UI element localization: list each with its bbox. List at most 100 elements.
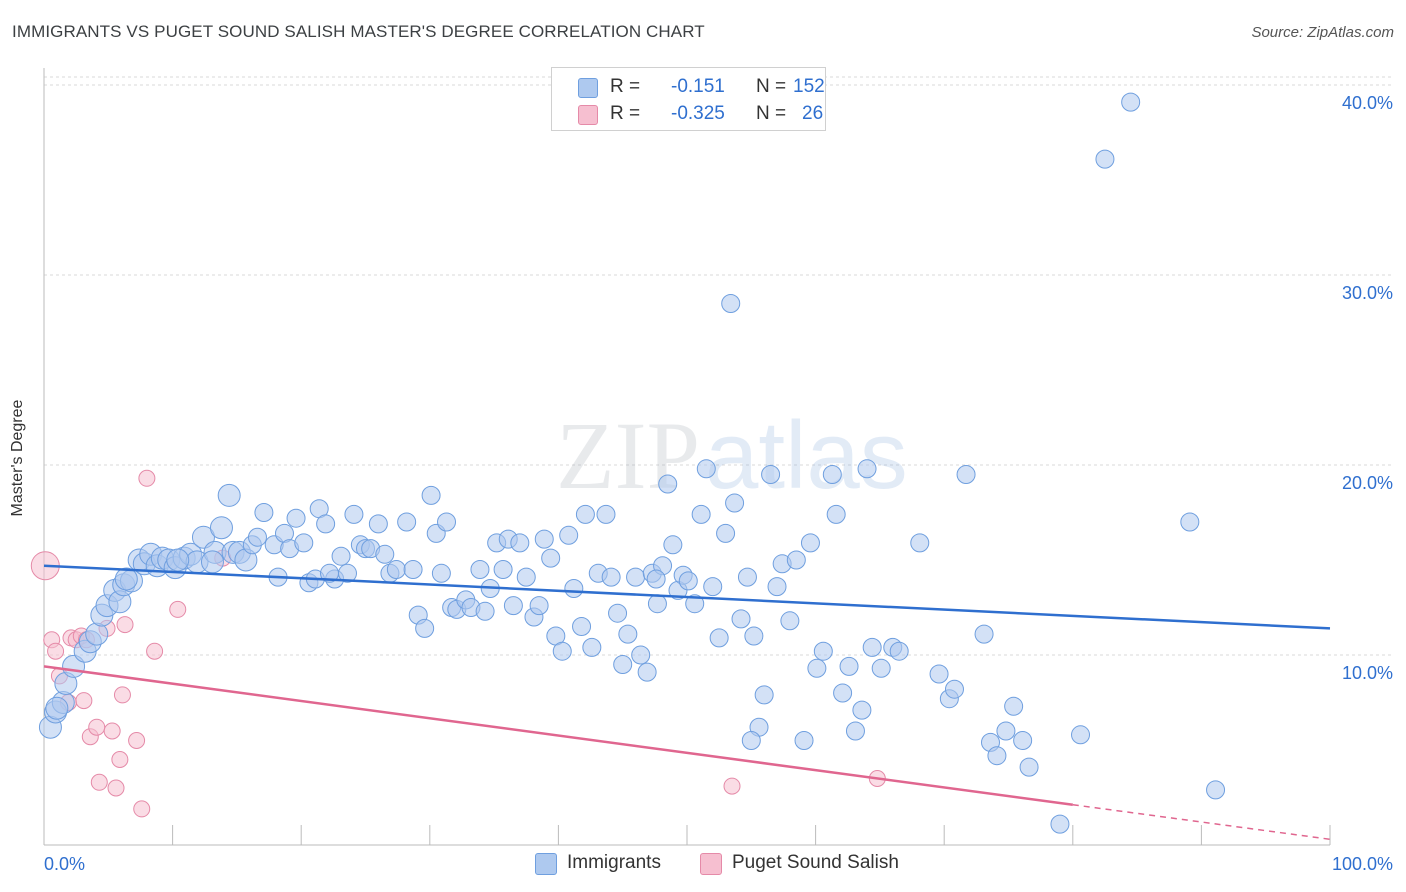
immigrants-point [987, 746, 1007, 766]
immigrants-point [637, 662, 657, 682]
immigrants-point [431, 563, 451, 583]
immigrants-point [601, 567, 621, 587]
immigrants-point [294, 533, 314, 553]
immigrants-point [800, 533, 820, 553]
correlation-legend: R = -0.151 N = 152 R = -0.325 N = 26 [551, 67, 826, 131]
immigrants-point [529, 596, 549, 616]
immigrants-point [45, 696, 69, 720]
r-value: -0.325 [671, 103, 725, 124]
y-tick-label: 40.0% [1342, 93, 1393, 113]
immigrants-point [889, 641, 909, 661]
immigrants-point [691, 504, 711, 524]
immigrants-point [1004, 696, 1024, 716]
legend-label-salish: Puget Sound Salish [732, 852, 899, 873]
immigrants-point [503, 596, 523, 616]
immigrants-point [286, 508, 306, 528]
salish-point [128, 732, 146, 749]
immigrants-point [1013, 731, 1033, 750]
y-tick-label: 30.0% [1342, 283, 1393, 303]
immigrants-point [209, 516, 233, 540]
immigrants-point [741, 731, 761, 750]
salish-point [113, 686, 131, 704]
immigrants-point [826, 504, 846, 524]
immigrants-point [716, 523, 736, 543]
salish-point [133, 800, 151, 818]
salish-point [138, 469, 156, 487]
immigrants-point [331, 546, 351, 566]
immigrants-point [200, 550, 224, 574]
immigrants-point [845, 721, 865, 741]
immigrants-point [857, 459, 877, 479]
watermark-atlas: atlas [705, 402, 908, 509]
immigrants-point [1071, 725, 1091, 745]
immigrants-point [685, 594, 705, 614]
salish-point [88, 718, 106, 736]
immigrants-point [516, 567, 536, 587]
immigrants-point [403, 560, 423, 579]
immigrants-point [631, 645, 651, 665]
r-value: -0.151 [671, 76, 725, 97]
immigrants-point [737, 567, 757, 587]
immigrants-point [247, 527, 267, 547]
immigrants-point [575, 504, 595, 524]
immigrants-point [944, 679, 964, 699]
salish-point [116, 616, 134, 634]
immigrants-point [709, 628, 729, 648]
immigrants-point [85, 622, 109, 646]
immigrants-point [475, 601, 495, 621]
n-value: 26 [802, 103, 824, 124]
immigrants-point [626, 567, 646, 587]
salish-trend-line [43, 665, 1073, 806]
immigrants-point [786, 550, 806, 570]
immigrants-point [582, 637, 602, 657]
watermark-zip: ZIP [556, 402, 700, 509]
n-value: 152 [793, 76, 825, 97]
legend-item-salish[interactable]: Puget Sound Salish [700, 851, 920, 877]
immigrants-point [344, 504, 364, 524]
immigrants-point [646, 569, 666, 589]
immigrants-point [794, 731, 814, 750]
immigrants-point [375, 544, 395, 564]
immigrants-point [470, 560, 490, 579]
legend-swatch-salish [578, 105, 598, 125]
immigrants-point [564, 579, 584, 598]
n-label: N = [756, 76, 787, 97]
immigrants-point [871, 658, 891, 678]
immigrants-point [956, 465, 976, 484]
immigrants-point [613, 655, 633, 674]
immigrants-point [1019, 757, 1039, 777]
legend-item-immigrants[interactable]: Immigrants [535, 851, 685, 877]
x-tick-label: 100.0% [1332, 854, 1393, 874]
immigrants-point [510, 533, 530, 553]
immigrants-point [996, 721, 1016, 741]
immigrants-point [559, 525, 579, 545]
salish-point [723, 777, 741, 795]
immigrants-point [647, 594, 667, 614]
salish-points [30, 469, 886, 818]
axes [43, 68, 1331, 846]
immigrants-point [839, 656, 859, 676]
salish-point [90, 773, 108, 791]
legend-swatch-immigrants [578, 78, 598, 98]
immigrants-point [910, 533, 930, 553]
immigrants-point [437, 512, 457, 532]
immigrants-point [721, 294, 741, 313]
salish-point [111, 751, 129, 768]
salish-point [169, 600, 187, 618]
immigrants-point [761, 465, 781, 484]
immigrants-point [572, 617, 592, 636]
immigrants-point [254, 503, 274, 522]
immigrants-point [974, 624, 994, 644]
salish-point [47, 642, 65, 660]
y-tick-label: 20.0% [1342, 473, 1393, 493]
immigrants-point [833, 683, 853, 703]
immigrants-point [618, 624, 638, 644]
immigrants-point [608, 603, 628, 623]
watermark: ZIP atlas [556, 402, 908, 509]
r-label: R = [610, 103, 641, 124]
tick-labels: 10.0% 20.0% 30.0% 40.0% 0.0% 100.0% [44, 93, 1393, 874]
salish-point [103, 722, 121, 740]
immigrants-point [807, 658, 827, 678]
salish-point [107, 779, 125, 797]
